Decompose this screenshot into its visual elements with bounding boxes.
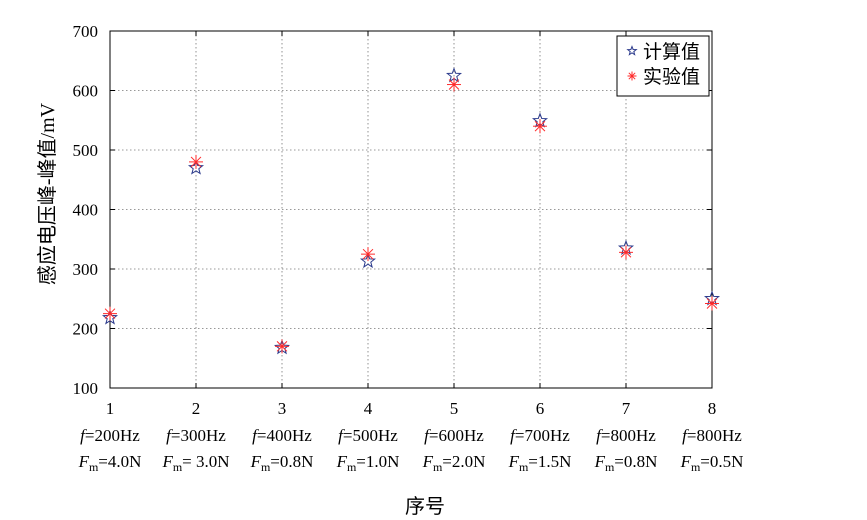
x-tick-label: 1 xyxy=(106,399,115,418)
x-axis-title: 序号 xyxy=(405,495,445,518)
experimental-value-point xyxy=(619,245,633,260)
x-category-frequency-label: f=800Hz xyxy=(682,426,742,445)
x-category-frequency-label: f=500Hz xyxy=(338,426,398,445)
x-category-frequency-label: f=700Hz xyxy=(510,426,570,445)
y-tick-label: 100 xyxy=(73,379,99,398)
experimental-value-point xyxy=(275,339,289,354)
y-axis-ticks: 100 200 300 400 500 600 700 xyxy=(73,22,712,398)
x-tick-label: 2 xyxy=(192,399,201,418)
x-category-frequency-label: f=300Hz xyxy=(166,426,226,445)
x-category-frequency-label: f=800Hz xyxy=(596,426,656,445)
x-category-force-label: Fm=4.0N xyxy=(78,452,142,474)
x-tick-label: 3 xyxy=(278,399,287,418)
x-axis-ticks: 1 f=200Hz Fm=4.0N 2 f=300Hz Fm= 3.0N 3 f=400Hz F… xyxy=(78,31,744,474)
y-axis-title: 感应电压峰-峰值/mV xyxy=(36,102,59,285)
calculated-value-point xyxy=(187,159,205,175)
y-tick-label: 200 xyxy=(73,320,99,339)
x-tick-label: 7 xyxy=(622,399,631,418)
x-category-force-label: Fm=0.5N xyxy=(680,452,744,474)
x-category-frequency-label: f=200Hz xyxy=(80,426,140,445)
x-tick-label: 4 xyxy=(364,399,373,418)
legend-marker xyxy=(626,45,638,56)
y-tick-label: 300 xyxy=(73,260,99,279)
x-tick-label: 8 xyxy=(708,399,717,418)
experimental-value-point xyxy=(189,154,203,169)
calculated-value-point xyxy=(101,309,119,325)
experimental-value-point xyxy=(447,77,461,92)
y-tick-label: 500 xyxy=(73,141,99,160)
x-category-force-label: Fm=0.8N xyxy=(594,452,658,474)
legend-marker xyxy=(627,71,637,81)
data-markers xyxy=(101,67,721,355)
y-tick-label: 600 xyxy=(73,82,99,101)
x-category-force-label: Fm=0.8N xyxy=(250,452,314,474)
x-category-frequency-label: f=600Hz xyxy=(424,426,484,445)
legend-label: 计算值 xyxy=(643,41,700,63)
y-tick-label: 700 xyxy=(73,22,99,41)
x-tick-label: 6 xyxy=(536,399,545,418)
experimental-value-point xyxy=(361,247,375,262)
experimental-value-point xyxy=(533,119,547,134)
experimental-value-point xyxy=(103,306,117,321)
x-tick-label: 5 xyxy=(450,399,459,418)
x-category-force-label: Fm= 3.0N xyxy=(161,452,229,474)
calculated-value-point xyxy=(359,252,377,269)
legend-label: 实验值 xyxy=(643,66,700,88)
x-category-force-label: Fm=2.0N xyxy=(422,452,486,474)
experimental-value-point xyxy=(705,296,719,311)
y-tick-label: 400 xyxy=(73,201,99,220)
x-category-force-label: Fm=1.0N xyxy=(336,452,400,474)
x-category-frequency-label: f=400Hz xyxy=(252,426,312,445)
x-category-force-label: Fm=1.5N xyxy=(508,452,572,474)
